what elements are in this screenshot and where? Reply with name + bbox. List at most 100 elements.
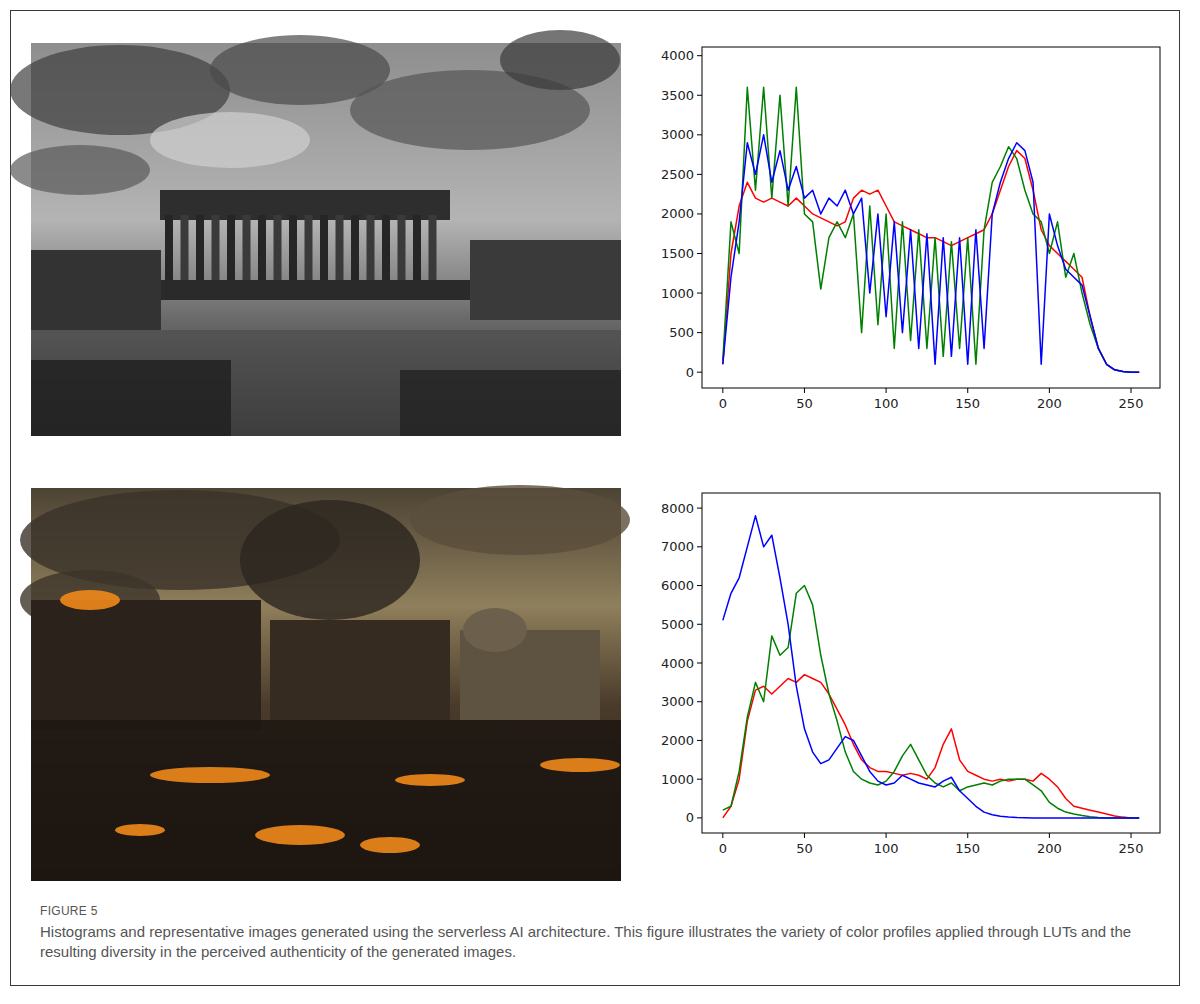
y-tick-label: 500 — [669, 325, 694, 340]
x-tick — [1131, 388, 1132, 393]
column — [320, 215, 328, 285]
fire — [395, 774, 465, 786]
y-tick — [697, 174, 702, 175]
y-tick — [697, 293, 702, 294]
caption-label: FIGURE 5 — [40, 904, 98, 918]
series-group — [723, 516, 1139, 818]
y-tick-label: 2000 — [661, 733, 694, 748]
ruin — [470, 240, 621, 320]
y-tick-label: 5000 — [661, 617, 694, 632]
smoke — [500, 30, 620, 90]
rubble — [31, 360, 231, 436]
x-tick-label: 100 — [874, 841, 899, 856]
image-ruins-grayscale — [10, 30, 621, 436]
x-tick-label: 100 — [874, 396, 899, 411]
y-tick-label: 1000 — [661, 772, 694, 787]
x-tick — [1131, 833, 1132, 838]
y-tick — [697, 55, 702, 56]
x-tick — [722, 833, 723, 838]
column — [413, 215, 421, 285]
histogram-line — [723, 675, 1139, 818]
fire — [150, 767, 270, 783]
y-tick — [697, 253, 702, 254]
y-tick-label: 3500 — [661, 88, 694, 103]
rubble — [31, 330, 621, 436]
fire — [115, 824, 165, 836]
x-tick-label: 150 — [955, 841, 980, 856]
x-tick — [886, 833, 887, 838]
smoke — [410, 485, 630, 555]
fire — [540, 758, 620, 772]
column — [305, 215, 313, 285]
x-tick-label: 200 — [1037, 841, 1062, 856]
histogram-line — [723, 135, 1139, 372]
column — [212, 215, 220, 285]
rubble — [31, 720, 621, 881]
y-tick — [697, 372, 702, 373]
column — [196, 215, 204, 285]
x-tick-label: 250 — [1119, 841, 1144, 856]
y-tick — [697, 663, 702, 664]
y-tick-label: 6000 — [661, 578, 694, 593]
x-tick-label: 0 — [719, 396, 727, 411]
x-tick-label: 250 — [1119, 396, 1144, 411]
y-tick-label: 3000 — [661, 694, 694, 709]
y-tick-label: 7000 — [661, 539, 694, 554]
column — [351, 215, 359, 285]
y-tick-label: 4000 — [661, 656, 694, 671]
column — [336, 215, 344, 285]
x-tick — [1049, 833, 1050, 838]
x-tick — [804, 833, 805, 838]
y-tick-label: 3000 — [661, 127, 694, 142]
y-tick — [697, 779, 702, 780]
rubble — [400, 370, 621, 436]
column — [181, 215, 189, 285]
y-tick — [697, 134, 702, 135]
y-tick — [697, 585, 702, 586]
ruin — [31, 600, 261, 730]
column — [429, 215, 437, 285]
y-tick-label: 4000 — [661, 48, 694, 63]
axes-frame — [702, 493, 1160, 833]
x-tick-label: 200 — [1037, 396, 1062, 411]
histogram-chart: 0 50 100 150 200 250 0 1000 2000 3000 4000 5000 6000… — [661, 493, 1160, 856]
y-tick — [697, 332, 702, 333]
fire — [60, 590, 120, 610]
figure-canvas: 0501001502002500500100015002000250030003… — [0, 0, 1200, 900]
smoke — [10, 145, 150, 195]
column — [367, 215, 375, 285]
y-tick — [697, 624, 702, 625]
y-tick-label: 2500 — [661, 167, 694, 182]
x-tick-label: 50 — [796, 841, 813, 856]
fire — [255, 825, 345, 845]
fire — [360, 837, 420, 853]
smoke — [150, 112, 310, 168]
column — [243, 215, 251, 285]
smoke — [240, 500, 420, 620]
column — [258, 215, 266, 285]
histogram-line — [723, 516, 1139, 818]
y-tick — [697, 701, 702, 702]
y-tick-label: 0 — [686, 365, 694, 380]
plot-area — [702, 47, 1160, 388]
column — [274, 215, 282, 285]
x-tick — [967, 388, 968, 393]
x-tick — [722, 388, 723, 393]
building — [140, 280, 480, 300]
y-tick — [697, 546, 702, 547]
x-tick-label: 50 — [796, 396, 813, 411]
y-tick — [697, 95, 702, 96]
series-group — [723, 87, 1139, 372]
histogram-line — [723, 586, 1139, 818]
x-tick-label: 150 — [955, 396, 980, 411]
y-tick-label: 0 — [686, 810, 694, 825]
y-tick-label: 8000 — [661, 501, 694, 516]
x-tick — [804, 388, 805, 393]
y-tick-label: 1000 — [661, 286, 694, 301]
caption-text: Histograms and representative images gen… — [40, 922, 1140, 962]
column — [289, 215, 297, 285]
y-tick-label: 1500 — [661, 246, 694, 261]
y-tick-label: 2000 — [661, 206, 694, 221]
column — [382, 215, 390, 285]
x-tick-label: 0 — [719, 841, 727, 856]
